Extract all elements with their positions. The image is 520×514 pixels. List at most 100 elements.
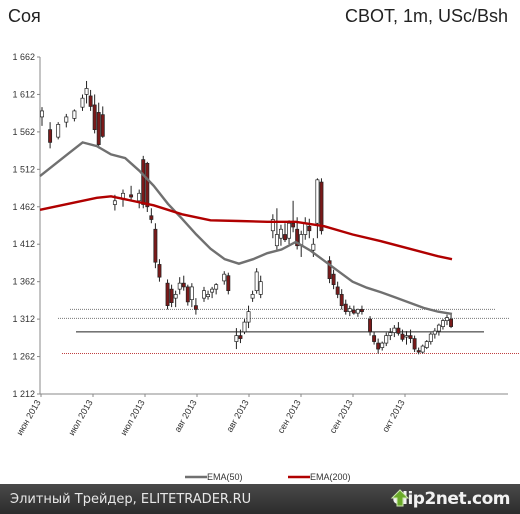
- candle-up: [279, 228, 283, 239]
- candle-down: [295, 228, 300, 247]
- candle-up: [56, 124, 61, 138]
- brand-logo[interactable]: clip2net.com: [390, 488, 511, 510]
- brand-name: clip2net.com: [392, 489, 511, 509]
- y-tick-label: 1 512: [12, 164, 35, 174]
- ema-50-line: [39, 141, 453, 316]
- candle-up: [222, 273, 227, 282]
- candle-down: [157, 264, 162, 278]
- footer-bar: Элитный Трейдер, ELITETRADER.RU clip2net…: [0, 484, 520, 514]
- candle-up: [388, 332, 393, 336]
- candle-down: [351, 309, 356, 314]
- x-tick-label: июл 2013: [118, 398, 146, 437]
- candle-down: [92, 104, 97, 130]
- candle-down: [283, 234, 287, 241]
- candle-down: [360, 309, 364, 312]
- y-tick-label: 1 212: [12, 389, 35, 399]
- legend-label: EMA(50): [207, 472, 243, 482]
- candle-down: [96, 112, 101, 145]
- candle-down: [165, 282, 170, 306]
- y-tick-label: 1 562: [12, 127, 35, 137]
- candle-up: [234, 335, 239, 342]
- candle-down: [48, 129, 53, 143]
- chart-axes: 1 212 1 262 1 312 1 362 1 412 1 462 1 512 1 562…: [12, 52, 508, 437]
- candles: [40, 80, 454, 355]
- candle-down: [400, 333, 405, 340]
- candle-down: [307, 225, 312, 232]
- candle-up: [270, 219, 275, 232]
- candle-down: [145, 162, 150, 208]
- candle-up: [80, 97, 85, 108]
- candle-down: [376, 342, 381, 350]
- candle-up: [206, 294, 210, 297]
- candle-down: [291, 222, 296, 228]
- candle-down: [100, 114, 105, 137]
- candle-down: [153, 228, 158, 263]
- candle-up: [404, 335, 409, 338]
- candle-down: [88, 95, 93, 107]
- candle-up: [202, 290, 206, 299]
- candle-down: [238, 335, 243, 339]
- candle-up: [384, 335, 389, 344]
- candle-up: [210, 288, 215, 293]
- candle-down: [396, 327, 401, 334]
- y-tick-label: 1 362: [12, 277, 35, 287]
- y-tick-label: 1 462: [12, 202, 35, 212]
- candle-down: [372, 335, 377, 342]
- candle-up: [112, 200, 117, 205]
- candle-up: [72, 110, 77, 119]
- x-tick-label: июл 2013: [66, 398, 94, 437]
- y-tick-label: 1 312: [12, 314, 35, 324]
- candle-up: [303, 222, 308, 235]
- x-tick-label: сен 2013: [328, 398, 355, 435]
- candle-down: [319, 181, 324, 232]
- candle-up: [250, 294, 255, 299]
- x-tick-label: окт 2013: [380, 398, 407, 434]
- candle-up: [428, 333, 433, 342]
- x-tick-label: июн 2013: [14, 398, 42, 437]
- y-tick-label: 1 662: [12, 52, 35, 62]
- candle-down: [226, 275, 231, 292]
- candle-up: [287, 222, 292, 239]
- chart-title: Соя: [8, 6, 41, 26]
- candle-down: [412, 338, 417, 350]
- candle-down: [416, 350, 421, 353]
- candle-down: [181, 282, 186, 288]
- candle-up: [347, 308, 352, 312]
- legend-label: EMA(200): [310, 472, 351, 482]
- candle-up: [315, 179, 320, 224]
- candle-up: [64, 116, 69, 123]
- candle-up: [258, 281, 263, 295]
- x-tick-label: авг 2013: [172, 398, 198, 434]
- candle-down: [335, 286, 340, 295]
- candle-up: [214, 284, 219, 290]
- ema-200-line: [39, 195, 453, 261]
- ema-lines: [39, 141, 453, 316]
- candle-down: [141, 159, 146, 205]
- candle-up: [424, 341, 429, 348]
- candle-up: [173, 294, 178, 299]
- candle-up: [189, 286, 194, 300]
- candle-up: [311, 243, 316, 251]
- candle-up: [177, 282, 182, 290]
- candle-down: [343, 303, 348, 312]
- candle-up: [242, 321, 247, 333]
- candle-up: [441, 320, 445, 327]
- y-tick-label: 1 612: [12, 89, 35, 99]
- x-tick-label: авг 2013: [224, 398, 250, 434]
- candle-up: [380, 342, 385, 348]
- candle-up: [432, 330, 437, 335]
- candle-down: [169, 288, 174, 303]
- x-tick-label: сен 2013: [276, 398, 303, 435]
- candle-up: [246, 311, 251, 323]
- y-tick-label: 1 412: [12, 239, 35, 249]
- candle-down: [129, 194, 134, 198]
- footer-source-text: Элитный Трейдер, ELITETRADER.RU: [10, 492, 252, 507]
- candlestick-chart: 1 212 1 262 1 312 1 362 1 412 1 462 1 512 1 562…: [12, 52, 520, 482]
- candle-down: [193, 305, 198, 310]
- candle-down: [368, 318, 373, 333]
- chart-subtitle: CBOT, 1m, USc/Bsh: [344, 6, 508, 26]
- candle-up: [40, 110, 44, 118]
- candle-up: [84, 88, 89, 95]
- candle-down: [339, 294, 344, 306]
